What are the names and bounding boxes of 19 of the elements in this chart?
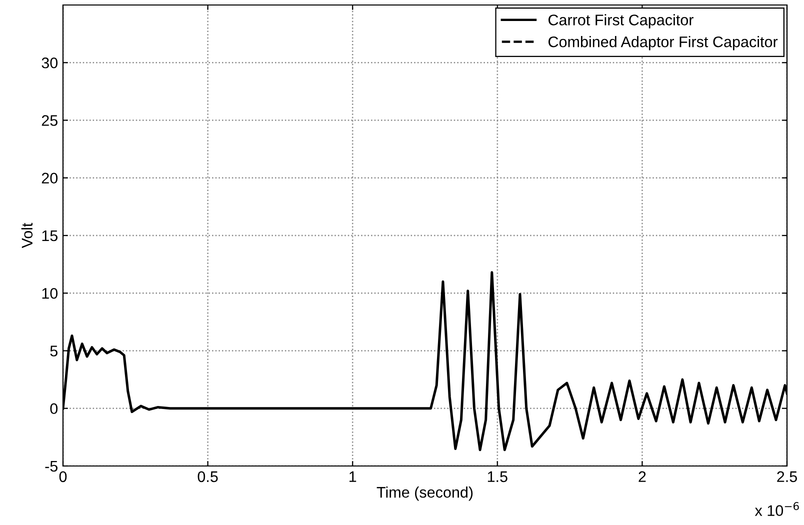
y-tick-label: 10 bbox=[42, 288, 58, 299]
text: x 10$^{−6}$ bbox=[754, 502, 799, 516]
y-tick-label: 30 bbox=[42, 57, 58, 68]
x-tick-label: 1 bbox=[350, 471, 356, 482]
y-tick-label: 15 bbox=[42, 230, 58, 242]
legend-label: Combined Adaptor First Capacitor bbox=[548, 36, 778, 50]
x-tick-label: 2 bbox=[638, 471, 646, 482]
x-tick-label: 0.5 bbox=[198, 471, 218, 482]
x-axis-title: Time (second) bbox=[376, 486, 473, 501]
y-tick-label: -5 bbox=[45, 461, 58, 472]
x-tick-label: 0 bbox=[59, 471, 67, 482]
y-tick-label: 20 bbox=[42, 172, 58, 184]
x-tick-label: 2.5 bbox=[777, 471, 797, 482]
x-tick-label: 1.5 bbox=[488, 471, 508, 482]
y-tick-label: 0 bbox=[50, 403, 58, 414]
y-tick-label: 5 bbox=[50, 346, 58, 356]
y-tick-label: 25 bbox=[42, 115, 58, 126]
legend-label: Carrot First Capacitor bbox=[548, 14, 694, 28]
y-axis-title: Volt bbox=[21, 222, 33, 248]
